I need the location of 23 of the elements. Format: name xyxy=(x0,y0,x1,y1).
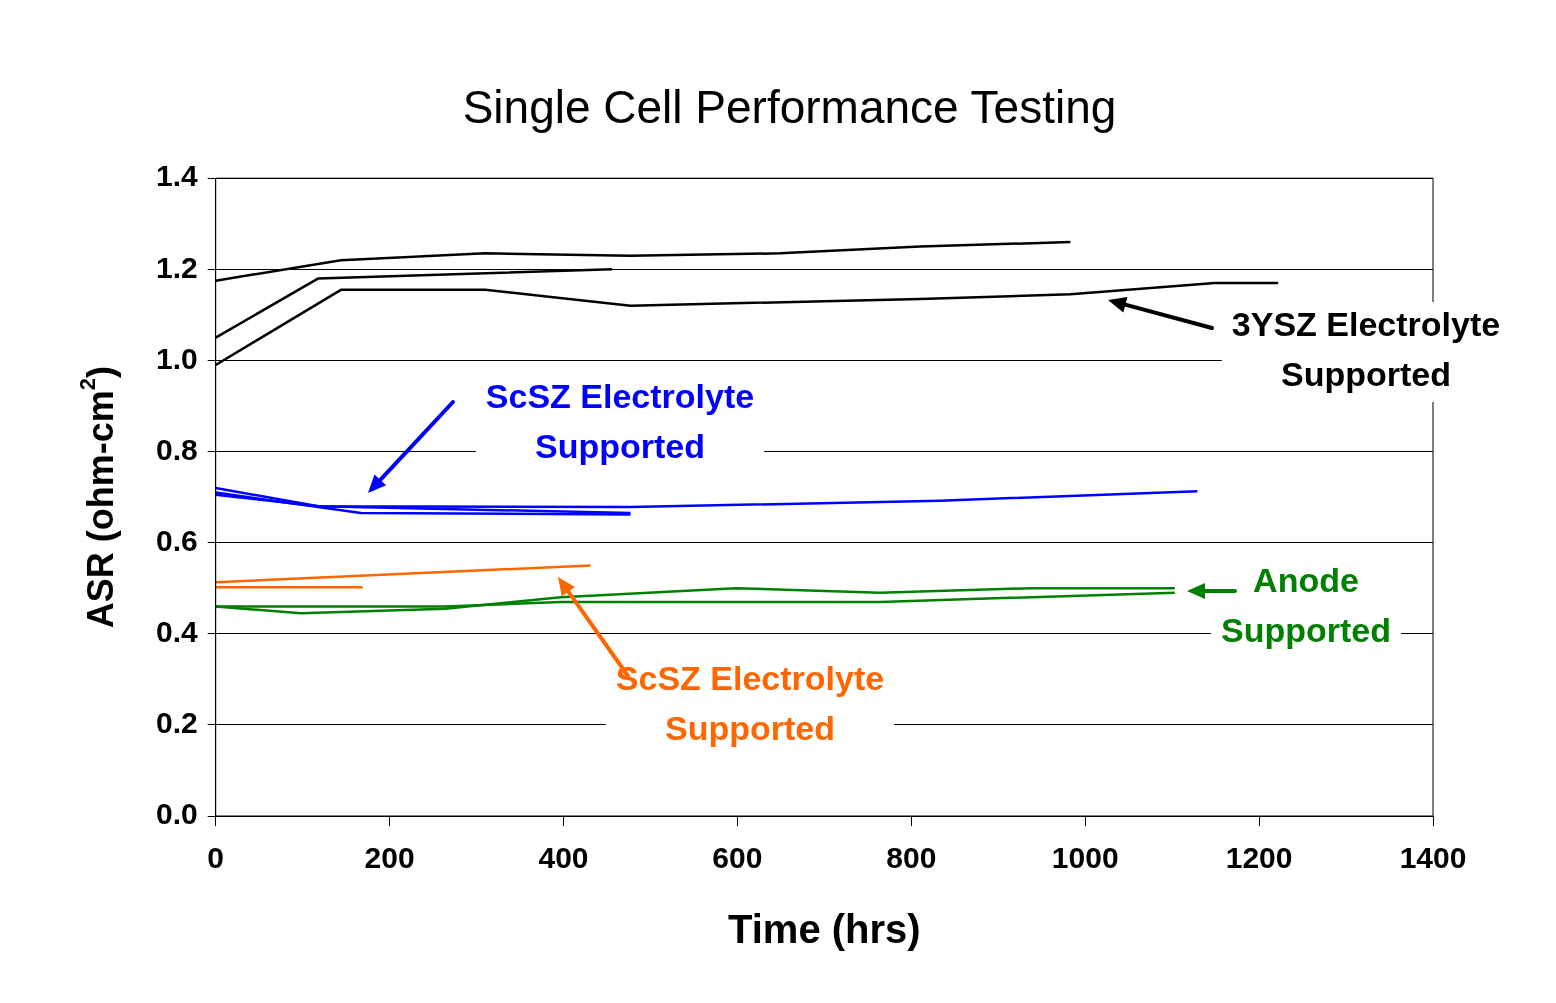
x-axis-title: Time (hrs) xyxy=(728,907,921,952)
annotation: ScSZ Electrolyte Supported xyxy=(615,659,885,748)
y-tick-label: 0.2 xyxy=(155,706,198,740)
annotation: ScSZ Electrolyte Supported xyxy=(485,377,755,466)
y-tick-label: 0.8 xyxy=(155,432,198,466)
y-axis-title: ASR (ohm-cm2) xyxy=(75,365,121,629)
x-tick-label: 1400 xyxy=(1399,841,1467,875)
y-tick-label: 1.0 xyxy=(155,341,198,375)
chart-title: Single Cell Performance Testing xyxy=(462,81,1117,134)
x-tick-label: 200 xyxy=(364,841,415,875)
x-tick-label: 1200 xyxy=(1225,841,1293,875)
y-tick-label: 1.4 xyxy=(155,159,198,193)
y-tick-label: 0.6 xyxy=(155,523,198,557)
y-tick-label: 0.4 xyxy=(155,615,198,649)
annotation: 3YSZ Electrolyte Supported xyxy=(1231,305,1501,394)
x-tick-label: 600 xyxy=(712,841,763,875)
x-tick-label: 1000 xyxy=(1051,841,1119,875)
x-tick-label: 800 xyxy=(886,841,937,875)
x-tick-label: 400 xyxy=(538,841,589,875)
y-tick-label: 1.2 xyxy=(155,250,198,284)
x-tick-label: 0 xyxy=(207,841,225,875)
y-tick-label: 0.0 xyxy=(155,797,198,831)
annotation: Anode Supported xyxy=(1221,561,1391,650)
